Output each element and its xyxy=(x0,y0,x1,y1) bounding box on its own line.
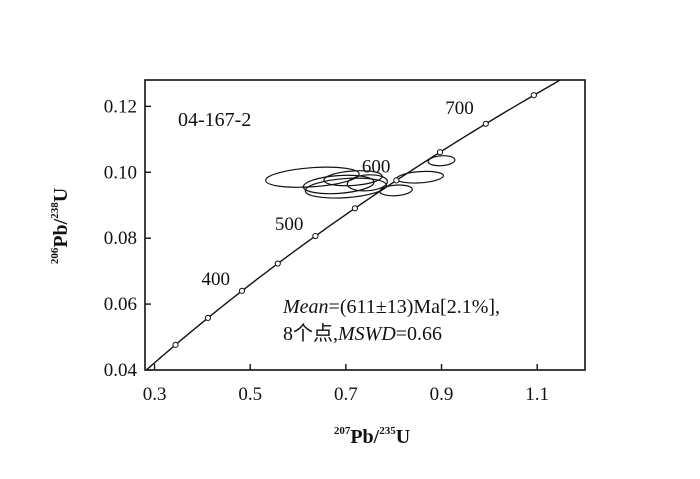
concordia-age-labels: 400 500 600 700 xyxy=(201,98,473,290)
age-marker xyxy=(172,341,179,348)
age-marker xyxy=(312,232,319,240)
y-tick-label: 0.08 xyxy=(104,228,137,249)
x-tick-label: 1.1 xyxy=(525,384,549,405)
mswd-label: MSWD xyxy=(337,323,396,345)
age-marker xyxy=(530,92,537,99)
age-marker xyxy=(436,149,444,156)
y-tick-label: 0.06 xyxy=(104,294,137,315)
x-tick-label: 0.3 xyxy=(143,384,167,405)
age-marker xyxy=(238,287,246,294)
mswd-value: =0.66 xyxy=(396,323,442,345)
error-ellipse xyxy=(265,166,360,188)
error-ellipse xyxy=(427,155,456,167)
sample-id: 04-167-2 xyxy=(178,109,251,131)
mean-value: =(611±13)Ma[2.1%], xyxy=(329,296,500,318)
age-marker xyxy=(145,368,148,370)
age-marker xyxy=(204,314,212,322)
error-ellipses xyxy=(265,155,456,199)
age-marker xyxy=(482,120,489,127)
age-marker xyxy=(351,205,358,212)
y-axis-title: 206Pb/238U xyxy=(49,188,72,264)
age-label: 400 xyxy=(201,269,230,290)
age-label: 700 xyxy=(445,98,474,119)
x-tick-label: 0.5 xyxy=(238,384,262,405)
mean-label: Mean xyxy=(282,296,329,318)
y-tick-label: 0.04 xyxy=(104,360,138,381)
error-ellipse xyxy=(304,177,388,199)
y-axis: 0.04 0.06 0.08 0.10 0.12 xyxy=(104,96,151,381)
error-ellipse xyxy=(396,170,444,184)
age-label: 500 xyxy=(275,214,304,235)
x-axis-title: 207Pb/235U xyxy=(334,425,410,448)
age-marker xyxy=(274,260,281,267)
plot-frame xyxy=(144,79,586,371)
x-tick-label: 0.9 xyxy=(430,384,454,405)
x-tick-label: 0.7 xyxy=(334,384,358,405)
mean-annotation: Mean=(611±13)Ma[2.1%], xyxy=(282,296,500,318)
x-axis: 0.3 0.5 0.7 0.9 1.1 xyxy=(143,364,549,405)
error-ellipse xyxy=(346,174,389,192)
age-marker xyxy=(393,177,400,184)
points-text: 8个点, xyxy=(283,322,338,345)
y-tick-label: 0.12 xyxy=(104,96,137,117)
age-label: 600 xyxy=(362,156,391,177)
concordia-age-markers xyxy=(145,92,537,370)
mswd-annotation: 8个点,MSWD=0.66 xyxy=(283,322,442,345)
y-tick-label: 0.10 xyxy=(104,162,137,183)
